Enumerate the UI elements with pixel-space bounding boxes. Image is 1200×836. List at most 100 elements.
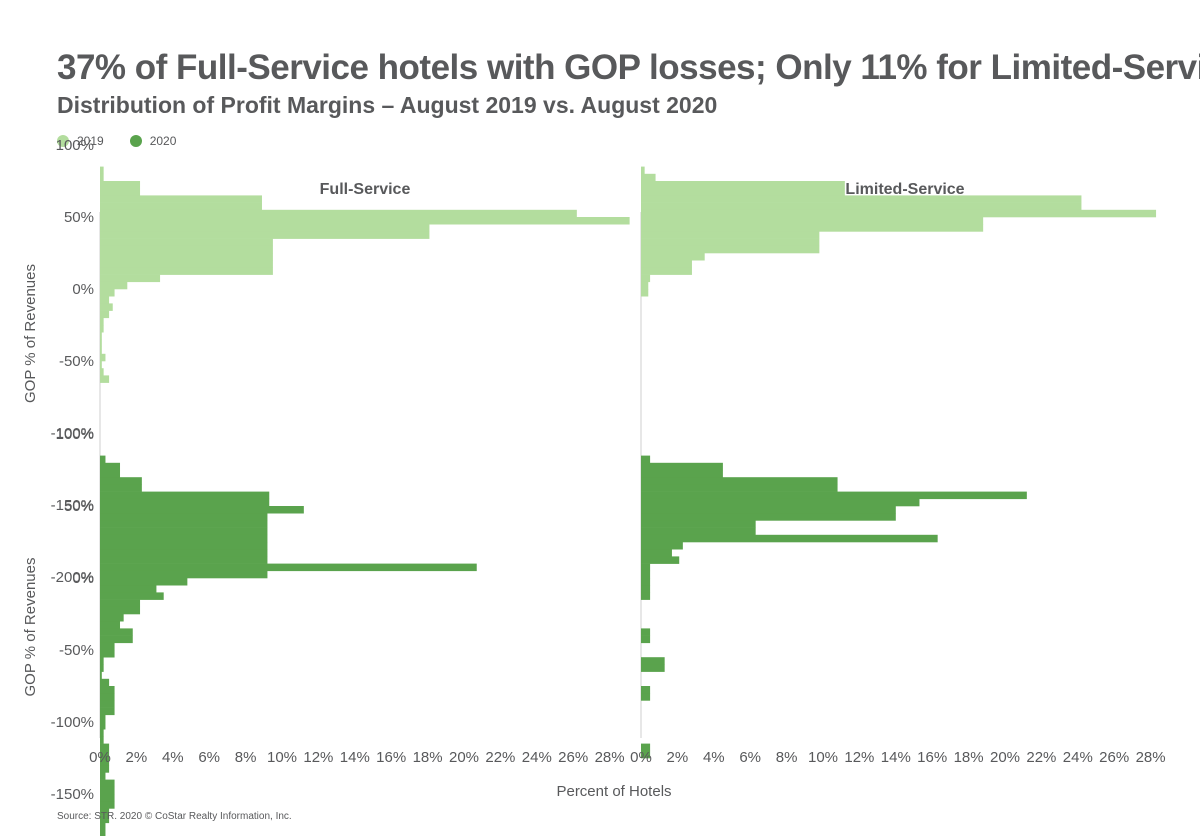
x-tick-label: 4% bbox=[703, 749, 725, 766]
bar-2020-full-service bbox=[100, 642, 115, 651]
x-tick-label: 24% bbox=[522, 749, 552, 766]
bar-2020-full-service bbox=[100, 621, 121, 629]
bar-2019-full-service bbox=[100, 245, 273, 254]
y-tick-label: 50% bbox=[64, 498, 94, 515]
bar-2020-limited-service bbox=[641, 585, 651, 593]
bar-2020-full-service bbox=[100, 750, 110, 759]
bar-2020-full-service bbox=[100, 556, 268, 564]
bar-2019-limited-service bbox=[641, 173, 656, 182]
bar-2020-full-service bbox=[100, 549, 268, 557]
x-tick-label: 14% bbox=[340, 749, 370, 766]
x-tick-label: 28% bbox=[595, 749, 625, 766]
legend-item-2020: 2020 bbox=[129, 134, 176, 148]
bar-2020-full-service bbox=[100, 455, 106, 464]
bar-2019-full-service bbox=[100, 231, 430, 239]
bar-2019-full-service bbox=[100, 238, 273, 247]
y-tick-label: -200% bbox=[51, 569, 94, 586]
bar-2019-full-service bbox=[100, 289, 115, 297]
bar-2019-limited-service bbox=[641, 195, 1082, 203]
bar-2020-full-service bbox=[100, 815, 110, 824]
bar-2020-full-service bbox=[100, 736, 104, 744]
bar-2019-limited-service bbox=[641, 253, 705, 261]
bar-2019-full-service bbox=[100, 173, 104, 182]
column-header-full-service: Full-Service bbox=[320, 181, 411, 198]
bar-2020-full-service bbox=[100, 743, 110, 752]
bar-2020-full-service bbox=[100, 794, 115, 802]
bar-2019-full-service bbox=[100, 325, 104, 333]
x-tick-label: 26% bbox=[558, 749, 588, 766]
y-tick-label: 0% bbox=[72, 570, 94, 587]
bar-2019-full-service bbox=[100, 361, 102, 369]
bar-2019-full-service bbox=[100, 224, 430, 232]
bar-2020-full-service bbox=[100, 779, 115, 788]
bar-2020-full-service bbox=[100, 729, 104, 737]
bar-2019-full-service bbox=[100, 296, 110, 304]
bar-2020-full-service bbox=[100, 693, 115, 701]
bar-2019-full-service bbox=[100, 181, 141, 189]
x-tick-label: 12% bbox=[844, 749, 874, 766]
bar-2020-full-service bbox=[100, 830, 106, 836]
bar-2020-full-service bbox=[100, 758, 110, 766]
bar-2020-full-service bbox=[100, 506, 304, 514]
x-tick-label: 8% bbox=[235, 749, 257, 766]
bar-2019-limited-service bbox=[641, 217, 984, 225]
bar-2019-full-service bbox=[100, 188, 141, 196]
x-tick-label: 6% bbox=[739, 749, 761, 766]
bar-2020-full-service bbox=[100, 801, 115, 809]
bar-2020-full-service bbox=[100, 772, 106, 780]
bar-2020-full-service bbox=[100, 822, 106, 831]
bar-2019-limited-service bbox=[641, 202, 1082, 211]
x-tick-label: 8% bbox=[776, 749, 798, 766]
bar-2019-limited-service bbox=[641, 289, 649, 297]
bar-2020-limited-service bbox=[641, 477, 838, 485]
x-tick-label: 0% bbox=[630, 749, 652, 766]
y-tick-label: -100% bbox=[51, 425, 94, 442]
bar-2019-full-service bbox=[100, 195, 262, 203]
bar-2020-limited-service bbox=[641, 743, 651, 752]
x-tick-label: 10% bbox=[808, 749, 838, 766]
bar-2019-limited-service bbox=[641, 181, 845, 189]
bar-2020-limited-service bbox=[641, 513, 896, 521]
bar-2019-full-service bbox=[100, 166, 104, 175]
bar-2020-full-service bbox=[100, 470, 121, 478]
bar-2020-full-service bbox=[100, 664, 104, 672]
y-tick-label: 50% bbox=[64, 209, 94, 226]
y-tick-label: 100% bbox=[56, 426, 94, 443]
y-tick-label: -150% bbox=[51, 786, 94, 803]
x-tick-label: 2% bbox=[126, 749, 148, 766]
x-tick-label: 18% bbox=[954, 749, 984, 766]
bar-2020-full-service bbox=[100, 671, 102, 680]
y-axis-title: GOP % of Revenues bbox=[22, 558, 39, 697]
bar-2019-full-service bbox=[100, 217, 630, 225]
x-tick-label: 24% bbox=[1063, 749, 1093, 766]
bar-2020-limited-service bbox=[641, 527, 756, 536]
bar-2019-full-service bbox=[100, 368, 104, 376]
bar-2019-limited-service bbox=[641, 166, 645, 175]
bar-2019-full-service bbox=[100, 202, 262, 211]
x-tick-label: 6% bbox=[198, 749, 220, 766]
bar-2019-full-service bbox=[100, 303, 113, 311]
bar-2019-limited-service bbox=[641, 231, 820, 239]
bar-2020-full-service bbox=[100, 606, 141, 615]
bar-2020-limited-service bbox=[641, 534, 938, 543]
bar-2019-full-service bbox=[100, 310, 110, 319]
bar-2020-limited-service bbox=[641, 592, 651, 600]
bar-2020-full-service bbox=[100, 678, 110, 687]
legend-label-2019: 2019 bbox=[77, 134, 104, 148]
bar-2019-full-service bbox=[100, 375, 110, 383]
bar-2020-full-service bbox=[100, 765, 110, 773]
bar-2020-full-service bbox=[100, 527, 268, 536]
bar-2020-full-service bbox=[100, 585, 157, 593]
x-tick-label: 12% bbox=[303, 749, 333, 766]
bar-2020-full-service bbox=[100, 563, 477, 572]
bar-2019-full-service bbox=[100, 253, 273, 261]
bar-2020-limited-service bbox=[641, 563, 651, 572]
bar-2019-limited-service bbox=[641, 224, 984, 232]
legend-swatch-2020 bbox=[129, 135, 142, 147]
bar-2019-limited-service bbox=[641, 188, 845, 196]
legend-swatch-2019 bbox=[57, 135, 69, 147]
bar-2020-limited-service bbox=[641, 693, 651, 701]
bar-2019-limited-service bbox=[641, 260, 692, 268]
chart-title: 37% of Full-Service hotels with GOP loss… bbox=[57, 48, 1200, 87]
y-tick-label: 100% bbox=[56, 137, 94, 154]
